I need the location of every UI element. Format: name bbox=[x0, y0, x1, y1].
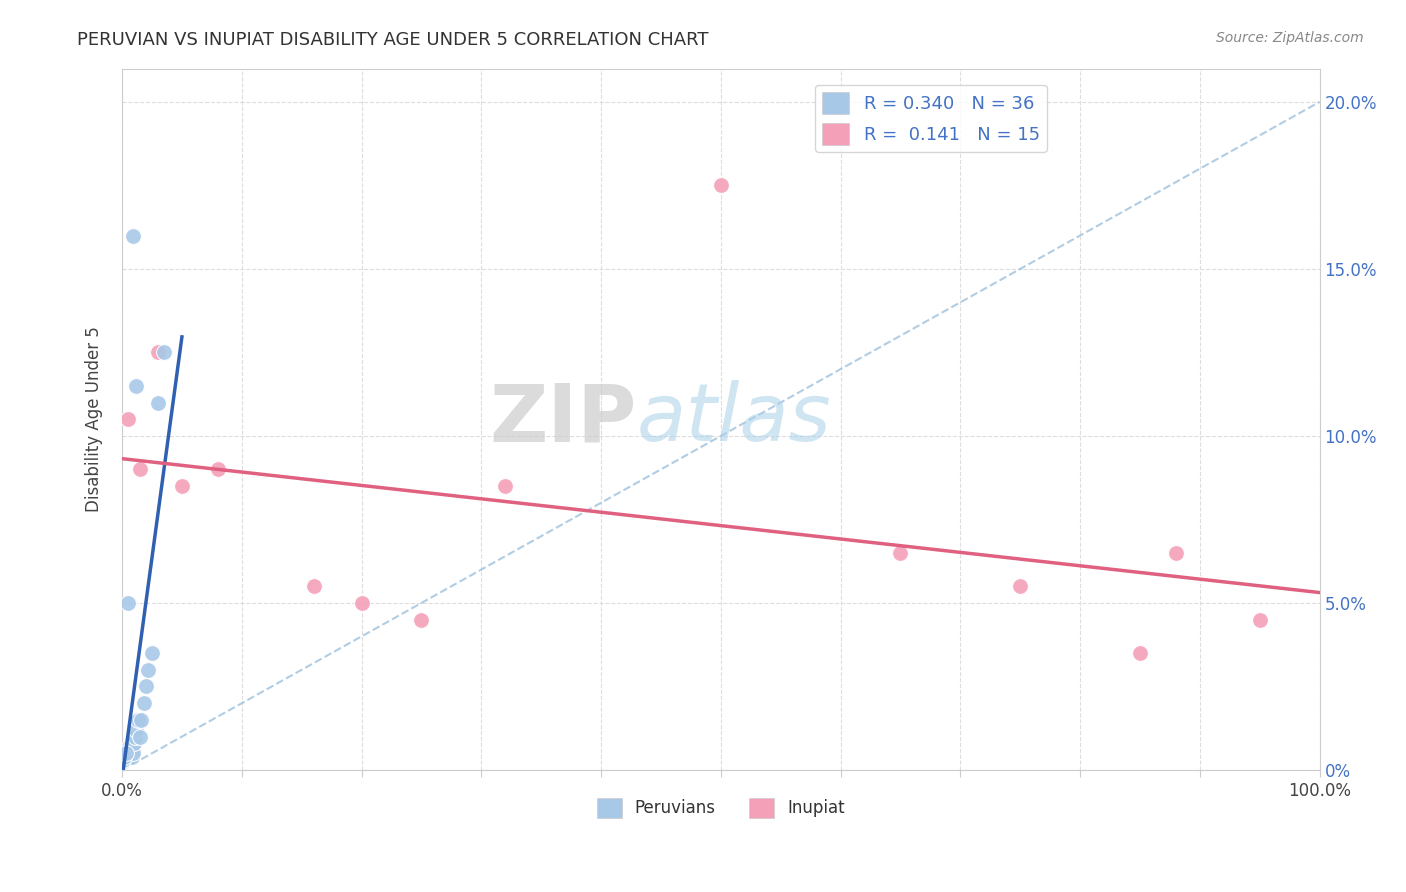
Point bbox=[114, 749, 136, 764]
Point bbox=[129, 462, 152, 476]
Point bbox=[494, 479, 516, 493]
Point bbox=[117, 749, 139, 764]
Point bbox=[117, 412, 139, 426]
Point bbox=[710, 178, 733, 193]
Point bbox=[1249, 613, 1271, 627]
Point bbox=[112, 753, 135, 767]
Point bbox=[121, 749, 143, 764]
Point bbox=[170, 479, 193, 493]
Point bbox=[153, 345, 176, 359]
Text: atlas: atlas bbox=[637, 380, 832, 458]
Point bbox=[114, 743, 136, 757]
Point bbox=[129, 730, 152, 744]
Point bbox=[207, 462, 229, 476]
Point bbox=[350, 596, 373, 610]
Point bbox=[889, 546, 911, 560]
Point bbox=[114, 747, 136, 761]
Point bbox=[112, 749, 135, 764]
Point bbox=[125, 379, 148, 393]
Point bbox=[1164, 546, 1187, 560]
Point bbox=[114, 747, 136, 761]
Point bbox=[121, 743, 143, 757]
Point bbox=[122, 747, 145, 761]
Point bbox=[115, 747, 138, 761]
Point bbox=[1129, 646, 1152, 660]
Point bbox=[302, 579, 325, 593]
Point bbox=[112, 753, 135, 767]
Point bbox=[118, 739, 141, 754]
Point bbox=[114, 747, 136, 761]
Point bbox=[122, 736, 145, 750]
Point bbox=[129, 713, 152, 727]
Point bbox=[124, 730, 146, 744]
Point bbox=[121, 747, 143, 761]
Point bbox=[146, 345, 169, 359]
Text: ZIP: ZIP bbox=[489, 380, 637, 458]
Legend: Peruvians, Inupiat: Peruvians, Inupiat bbox=[591, 791, 852, 825]
Point bbox=[120, 743, 142, 757]
Point bbox=[125, 723, 148, 737]
Text: PERUVIAN VS INUPIAT DISABILITY AGE UNDER 5 CORRELATION CHART: PERUVIAN VS INUPIAT DISABILITY AGE UNDER… bbox=[77, 31, 709, 49]
Point bbox=[120, 739, 142, 754]
Point bbox=[141, 646, 163, 660]
Point bbox=[118, 747, 141, 761]
Point bbox=[135, 680, 157, 694]
Point bbox=[132, 696, 155, 710]
Point bbox=[127, 713, 149, 727]
Point bbox=[117, 743, 139, 757]
Point bbox=[411, 613, 433, 627]
Point bbox=[115, 749, 138, 764]
Text: Source: ZipAtlas.com: Source: ZipAtlas.com bbox=[1216, 31, 1364, 45]
Point bbox=[138, 663, 160, 677]
Point bbox=[117, 596, 139, 610]
Point bbox=[117, 747, 139, 761]
Point bbox=[121, 228, 143, 243]
Point bbox=[1010, 579, 1032, 593]
Point bbox=[146, 395, 169, 409]
Y-axis label: Disability Age Under 5: Disability Age Under 5 bbox=[86, 326, 103, 512]
